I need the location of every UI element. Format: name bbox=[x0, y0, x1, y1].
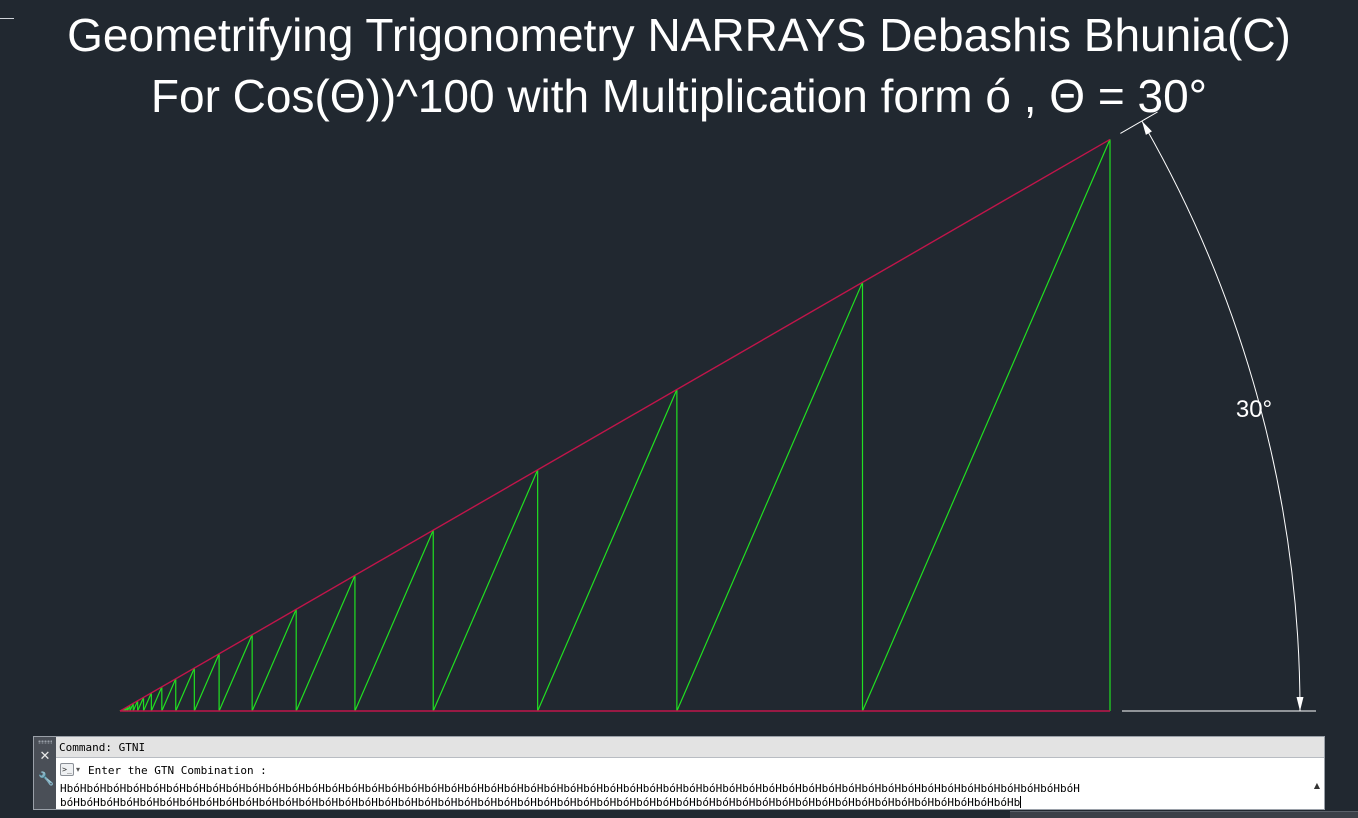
command-input-line-1[interactable]: HbóHbóHbóHbóHbóHbóHbóHbóHbóHbóHbóHbóHbóH… bbox=[60, 782, 1312, 795]
command-history: Command: GTNI bbox=[56, 737, 1324, 758]
zigzag-slant-5 bbox=[296, 575, 355, 711]
page-subtitle: For Cos(Θ))^100 with Multiplication form… bbox=[0, 73, 1358, 119]
command-input-text[interactable]: bóHbóHbóHbóHbóHbóHbóHbóHbóHbóHbóHbóHbóHb… bbox=[60, 796, 1020, 809]
zigzag-slant-2 bbox=[538, 389, 677, 711]
wrench-icon[interactable]: 🔧 bbox=[38, 772, 52, 788]
command-window-toolbar: ✕ 🔧 bbox=[34, 737, 56, 809]
page-title: Geometrifying Trigonometry NARRAYS Debas… bbox=[0, 12, 1358, 58]
close-icon[interactable]: ✕ bbox=[38, 750, 52, 764]
zigzag-slant-9 bbox=[176, 668, 195, 711]
zigzag-slant-0 bbox=[863, 139, 1111, 711]
chevron-down-icon[interactable]: ▾ bbox=[76, 762, 80, 778]
text-cursor bbox=[1020, 796, 1021, 808]
command-input-line-2[interactable]: bóHbóHbóHbóHbóHbóHbóHbóHbóHbóHbóHbóHbóHb… bbox=[60, 796, 1312, 809]
dimension-arrow-top bbox=[1142, 121, 1152, 135]
zigzag-slant-3 bbox=[433, 470, 537, 711]
scroll-up-icon[interactable]: ▲ bbox=[1314, 781, 1320, 790]
command-history-line: Command: GTNI bbox=[59, 741, 145, 754]
angle-label: 30° bbox=[1236, 396, 1272, 423]
command-prompt-row: >_ ▾ Enter the GTN Combination : bbox=[60, 762, 1324, 778]
hypotenuse-line bbox=[120, 139, 1110, 711]
zigzag-slant-6 bbox=[252, 609, 296, 711]
command-window[interactable]: ✕ 🔧 Command: GTNI >_ ▾ Enter the GTN Com… bbox=[33, 736, 1325, 810]
dimension-arrow-bottom bbox=[1297, 697, 1304, 711]
zigzag-slant-8 bbox=[194, 654, 219, 711]
zigzag-slant-4 bbox=[355, 530, 433, 711]
command-prompt-text: Enter the GTN Combination : bbox=[88, 764, 267, 777]
grip-icon[interactable] bbox=[38, 740, 52, 744]
angle-dimension bbox=[1120, 112, 1316, 711]
dimension-arc bbox=[1142, 121, 1300, 711]
zigzag-slant-7 bbox=[219, 635, 252, 711]
command-prompt-icon[interactable]: >_ bbox=[60, 763, 74, 776]
zigzag-slant-1 bbox=[677, 282, 863, 711]
